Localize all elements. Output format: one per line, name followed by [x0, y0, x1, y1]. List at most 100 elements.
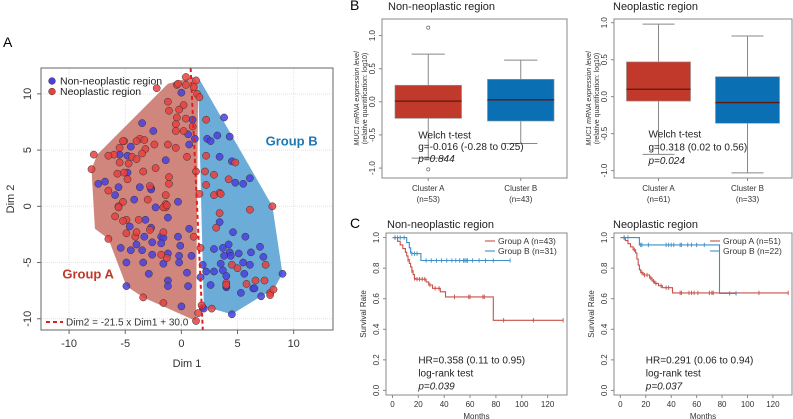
y-tick-label: 0.8: [600, 262, 609, 274]
y-tick-label: 0.2: [600, 354, 609, 366]
point-neoplastic: [231, 158, 240, 167]
x-tick-label: 5: [234, 338, 240, 350]
point-non-neoplastic: [240, 269, 249, 278]
point-non-neoplastic: [148, 238, 157, 247]
x-tick-label: Cluster A: [642, 184, 675, 193]
point-neoplastic: [260, 276, 269, 285]
y-tick-label: 0.6: [600, 293, 609, 305]
point-neoplastic: [122, 229, 131, 238]
plot-frame: [613, 232, 793, 396]
legend-marker: [48, 77, 56, 85]
x-tick-label: -10: [61, 338, 77, 350]
panel-title: Neoplastic region: [613, 219, 698, 231]
point-non-neoplastic: [234, 249, 243, 258]
point-neoplastic: [152, 84, 161, 93]
n-label: (n=33): [736, 195, 760, 204]
point-neoplastic: [164, 140, 172, 149]
point-neoplastic: [132, 137, 141, 145]
point-neoplastic: [132, 228, 141, 237]
legend-marker: [48, 87, 56, 96]
panel-title: Non-neoplastic region: [388, 1, 495, 13]
y-tick-label: -5: [22, 258, 34, 268]
point-non-neoplastic: [246, 260, 254, 269]
point-neoplastic: [269, 285, 278, 294]
point-non-neoplastic: [228, 310, 236, 319]
point-non-neoplastic: [247, 248, 255, 257]
y-tick-label: 0.6: [372, 293, 381, 305]
point-non-neoplastic: [177, 302, 186, 311]
point-neoplastic: [183, 152, 191, 161]
point-neoplastic: [165, 179, 173, 188]
p-value-label: p=0.024: [648, 156, 686, 167]
point-neoplastic: [87, 165, 96, 174]
x-tick-label: 100: [515, 400, 529, 409]
hazard-ratio-label: HR=0.291 (0.06 to 0.94): [646, 356, 754, 367]
point-neoplastic: [138, 149, 146, 158]
point-non-neoplastic: [215, 218, 224, 226]
y-tick-label: 0.0: [600, 384, 609, 396]
x-tick-label: 100: [741, 400, 755, 409]
y-tick-label: -1.0: [368, 161, 377, 175]
point-neoplastic: [224, 175, 233, 184]
survival-curve-group-b: [620, 237, 737, 294]
point-non-neoplastic: [125, 222, 134, 231]
point-neoplastic: [146, 182, 154, 190]
legend-label: Neoplastic region: [60, 86, 141, 98]
y-axis-label-line1: MUC1 mRNA expression level: [354, 51, 361, 146]
point-non-neoplastic: [138, 246, 146, 255]
y-tick-label: 1.0: [368, 29, 377, 41]
point-non-neoplastic: [259, 253, 268, 261]
point-non-neoplastic: [229, 228, 237, 237]
x-tick-label: 40: [440, 400, 449, 409]
point-neoplastic: [233, 264, 242, 273]
boxplot-non-neoplastic-panel: Non-neoplastic region Cluster A (n=53) Clus…: [354, 1, 568, 204]
x-tick-label: 60: [692, 400, 701, 409]
x-tick-label: 0: [390, 400, 395, 409]
point-non-neoplastic: [175, 258, 183, 267]
point-non-neoplastic: [206, 281, 215, 289]
point-neoplastic: [195, 93, 204, 102]
point-neoplastic: [115, 143, 124, 152]
scatter-panel: Group A Group B -10 -5 0 5 10 -10 -5 0 5 10 Dim 1 Dim…: [5, 67, 334, 370]
point-neoplastic: [151, 164, 160, 172]
y-tick-label: 0.2: [372, 354, 381, 366]
point-non-neoplastic: [140, 232, 149, 241]
point-non-neoplastic: [210, 245, 218, 253]
point-non-neoplastic: [126, 246, 135, 255]
n-label: (n=43): [509, 195, 533, 204]
point-neoplastic: [268, 202, 277, 211]
point-non-neoplastic: [135, 183, 144, 192]
point-non-neoplastic: [257, 292, 265, 301]
n-label: (n=53): [417, 195, 441, 204]
point-non-neoplastic: [139, 258, 148, 267]
point-non-neoplastic: [149, 127, 158, 135]
km-neoplastic-panel: Neoplastic region Group A (n=51)Group B (…: [587, 219, 793, 419]
point-neoplastic: [202, 151, 210, 160]
y-tick-label: 0.4: [600, 323, 609, 335]
point-neoplastic: [179, 127, 188, 135]
point-non-neoplastic: [250, 284, 259, 293]
panel-title: Non-neoplastic region: [387, 219, 494, 231]
legend-label: Group A (n=51): [723, 236, 781, 246]
y-axis-label-line2: (relative quantification: log10): [594, 53, 601, 144]
effect-size-label: g=0.318 (0.02 to 0.56): [649, 143, 748, 154]
y-tick-label: 0.0: [372, 384, 381, 396]
point-non-neoplastic: [159, 259, 168, 268]
y-axis-label-line2: (relative quantification: log10): [362, 53, 369, 144]
point-neoplastic: [189, 232, 198, 241]
point-neoplastic: [194, 309, 203, 317]
box-cluster-a: [626, 61, 691, 102]
point-neoplastic: [124, 159, 133, 168]
point-non-neoplastic: [246, 174, 254, 183]
y-tick-label: 5: [22, 147, 34, 153]
stat-test-label: Welch t-test: [418, 130, 471, 141]
x-tick-label: Cluster B: [504, 184, 537, 193]
p-value-label: p=0.037: [645, 382, 683, 393]
point-neoplastic: [161, 191, 170, 199]
x-tick-label: 80: [718, 400, 727, 409]
point-non-neoplastic: [144, 269, 153, 278]
point-neoplastic: [113, 169, 122, 178]
point-non-neoplastic: [164, 282, 172, 290]
legend-label: Group B (n=31): [498, 246, 557, 256]
point-non-neoplastic: [101, 177, 109, 186]
